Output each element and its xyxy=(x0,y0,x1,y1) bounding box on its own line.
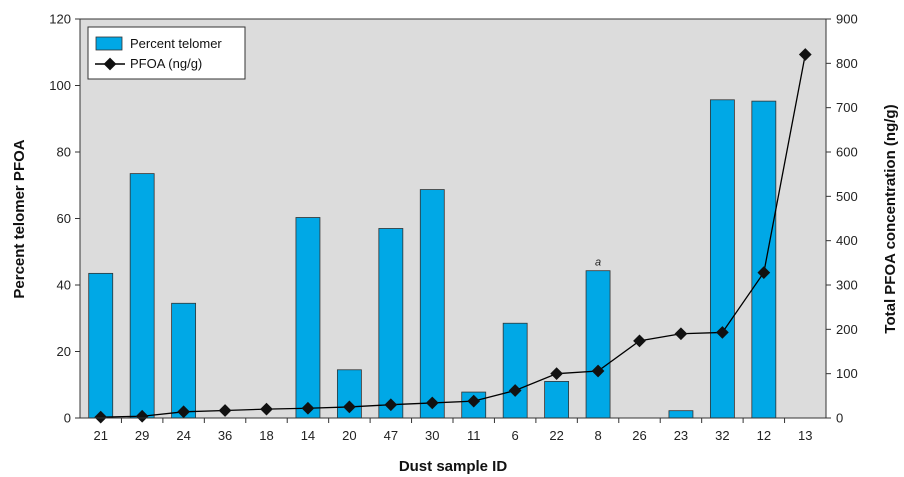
bar-sample-29 xyxy=(129,173,155,419)
x-tick-label-24: 24 xyxy=(176,428,190,443)
pfoa-line xyxy=(100,54,806,418)
y-left-tick-label: 40 xyxy=(57,278,71,293)
x-tick-label-26: 26 xyxy=(632,428,646,443)
x-tick-label-23: 23 xyxy=(674,428,688,443)
legend: Percent telomer PFOA (ng/g) xyxy=(87,26,246,80)
x-tick-label-21: 21 xyxy=(93,428,107,443)
x-tick-label-20: 20 xyxy=(342,428,356,443)
x-tick-label-30: 30 xyxy=(425,428,439,443)
x-tick-label-14: 14 xyxy=(301,428,315,443)
annotation-8: a xyxy=(595,257,601,269)
x-tick-label-12: 12 xyxy=(757,428,771,443)
bar-sample-22 xyxy=(544,381,570,419)
y-right-tick-label: 800 xyxy=(836,56,858,71)
bar-sample-14 xyxy=(295,217,321,419)
legend-label-pfoa: PFOA (ng/g) xyxy=(130,56,202,71)
y-left-tick-label: 80 xyxy=(57,145,71,160)
pfoa-point-14 xyxy=(301,401,315,415)
pfoa-point-21 xyxy=(94,410,108,424)
bar-sample-32 xyxy=(709,99,735,419)
y-right-tick-label: 200 xyxy=(836,322,858,337)
y-left-tick-label: 60 xyxy=(57,211,71,226)
pfoa-point-18 xyxy=(260,402,273,416)
plot-area xyxy=(79,18,827,419)
x-tick-label-32: 32 xyxy=(715,428,729,443)
x-tick-label-11: 11 xyxy=(467,428,481,443)
bar-sample-6 xyxy=(502,322,528,419)
y-left-tick-label: 100 xyxy=(49,78,71,93)
y-right-tick-label: 100 xyxy=(836,366,858,381)
bar-sample-8 xyxy=(585,270,611,419)
y-left-tick-label: 20 xyxy=(57,344,71,359)
plot-background xyxy=(80,19,826,418)
pfoa-point-20 xyxy=(343,400,356,414)
bar-sample-12 xyxy=(751,100,777,419)
legend-bar-swatch xyxy=(95,36,123,51)
pfoa-point-24 xyxy=(177,405,190,419)
y-right-tick-label: 0 xyxy=(836,411,843,426)
x-tick-label-6: 6 xyxy=(512,428,519,443)
bar-sample-23 xyxy=(668,410,694,419)
pfoa-point-11 xyxy=(467,394,481,408)
y-right-tick-label: 500 xyxy=(836,189,858,204)
y-right-tick-label: 400 xyxy=(836,233,858,248)
legend-box xyxy=(87,26,246,80)
y-axis-left-title: Percent telomer PFOA xyxy=(11,139,28,298)
bar-sample-30 xyxy=(419,189,445,419)
bar-sample-47 xyxy=(378,228,404,419)
bar-sample-21 xyxy=(88,272,114,419)
y-left-tick-label: 0 xyxy=(64,411,71,426)
x-tick-label-29: 29 xyxy=(135,428,149,443)
pfoa-point-6 xyxy=(508,384,522,397)
bar-sample-24 xyxy=(171,302,197,419)
y-right-tick-label: 600 xyxy=(836,145,858,160)
pfoa-point-29 xyxy=(135,409,149,423)
x-tick-label-22: 22 xyxy=(549,428,563,443)
y-axis-right-title: Total PFOA concentration (ng/g) xyxy=(882,104,899,333)
pfoa-point-47 xyxy=(384,398,398,412)
x-tick-label-13: 13 xyxy=(798,428,812,443)
x-tick-label-8: 8 xyxy=(594,428,601,443)
y-right-tick-label: 900 xyxy=(836,12,858,27)
y-right-tick-label: 700 xyxy=(836,100,858,115)
legend-label-percent-telomer: Percent telomer xyxy=(130,36,222,51)
x-tick-label-36: 36 xyxy=(218,428,232,443)
pfoa-point-30 xyxy=(425,396,439,410)
x-tick-label-47: 47 xyxy=(384,428,398,443)
y-left-tick-label: 120 xyxy=(49,12,71,27)
y-right-tick-label: 300 xyxy=(836,278,858,293)
x-tick-label-18: 18 xyxy=(259,428,273,443)
pfoa-point-36 xyxy=(218,404,232,417)
x-axis-title: Dust sample ID xyxy=(399,458,508,475)
